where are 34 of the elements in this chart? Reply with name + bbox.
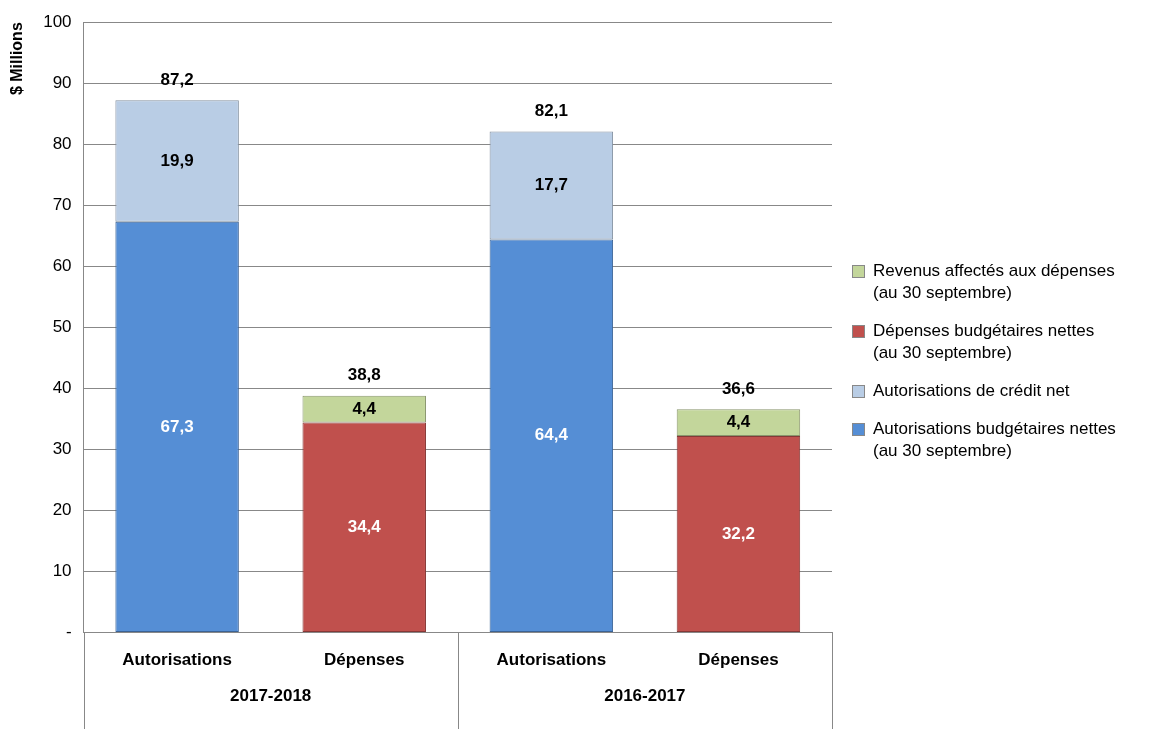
text: 2017-2018 xyxy=(230,686,312,706)
y-axis-title: $ Millions xyxy=(8,22,26,96)
y-tick-label: 100 xyxy=(43,11,72,31)
data-label: 17,7 xyxy=(534,175,568,195)
x-tick-label: Autorisations xyxy=(496,650,607,670)
data-label: 67,3 xyxy=(160,416,194,436)
data-label: 64,4 xyxy=(534,425,569,445)
legend-label: Dépenses budgétaires nettes (au 30 septembre) xyxy=(873,320,1095,364)
text: 2016-2017 xyxy=(604,686,686,706)
total-label: 87,2 xyxy=(160,70,194,90)
y-tick-label: 20 xyxy=(52,500,72,520)
y-tick-label: 80 xyxy=(52,133,72,153)
total-label: 82,1 xyxy=(534,101,568,121)
y-tick-label: 60 xyxy=(52,256,72,276)
y-tick-label: 10 xyxy=(52,561,72,581)
legend-label: Autorisations de crédit net xyxy=(873,380,1070,402)
legend-label: Revenus affectés aux dépenses (au 30 septembre) xyxy=(873,260,1115,304)
x-tick-label: Dépenses xyxy=(324,650,405,670)
data-label: 32,2 xyxy=(721,523,755,543)
x-tick-label: Dépenses xyxy=(698,650,779,670)
total-label: 36,6 xyxy=(721,378,755,398)
data-label: 19,9 xyxy=(160,150,194,170)
total-label: 38,8 xyxy=(347,365,381,385)
y-tick-label: 40 xyxy=(52,378,72,398)
x-tick-label: Autorisations xyxy=(122,650,232,670)
y-tick-label: 90 xyxy=(52,72,72,92)
legend-label: Autorisations budgétaires nettes (au 30 septembre) xyxy=(873,418,1116,462)
y-tick-label: 30 xyxy=(52,439,72,459)
y-tick-label: 70 xyxy=(52,195,72,215)
data-label: 4,4 xyxy=(352,398,377,418)
data-label: 4,4 xyxy=(726,412,751,432)
y-tick-label: - xyxy=(65,622,72,642)
y-tick-label: 50 xyxy=(52,317,72,337)
data-label: 34,4 xyxy=(347,517,382,537)
